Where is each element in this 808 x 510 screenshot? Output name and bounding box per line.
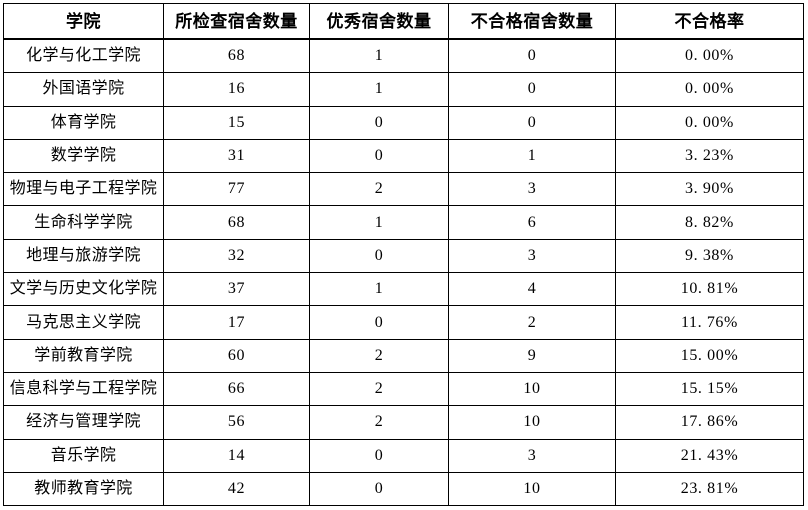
cell-unqualified-count: 10	[448, 371, 616, 407]
table-row: 数学学院 31 0 1 3. 23%	[3, 138, 804, 174]
cell-college: 经济与管理学院	[3, 405, 164, 440]
cell-unqualified-rate: 23. 81%	[615, 471, 804, 507]
cell-unqualified-rate: 8. 82%	[615, 205, 804, 240]
table-header: 学院 所检查宿舍数量 优秀宿舍数量 不合格宿舍数量 不合格率	[3, 3, 804, 40]
table-row: 生命科学学院 68 1 6 8. 82%	[3, 205, 804, 240]
table-row: 地理与旅游学院 32 0 3 9. 38%	[3, 238, 804, 274]
cell-excellent-count: 0	[309, 438, 449, 473]
column-header-excellent-count: 优秀宿舍数量	[309, 3, 449, 40]
cell-unqualified-count: 0	[448, 105, 616, 140]
cell-unqualified-count: 0	[448, 38, 616, 74]
table-header-row: 学院 所检查宿舍数量 优秀宿舍数量 不合格宿舍数量 不合格率	[3, 3, 804, 40]
cell-inspected-count: 42	[163, 471, 310, 507]
table-row: 音乐学院 14 0 3 21. 43%	[3, 438, 804, 473]
cell-excellent-count: 1	[309, 205, 449, 240]
cell-unqualified-count: 1	[448, 138, 616, 174]
cell-college: 学前教育学院	[3, 338, 164, 373]
dormitory-inspection-table-container: 学院 所检查宿舍数量 优秀宿舍数量 不合格宿舍数量 不合格率 化学与化工学院 68…	[3, 3, 804, 507]
cell-college: 化学与化工学院	[3, 38, 164, 74]
cell-excellent-count: 1	[309, 38, 449, 74]
cell-inspected-count: 31	[163, 138, 310, 174]
column-header-college: 学院	[3, 3, 164, 40]
cell-inspected-count: 60	[163, 338, 310, 373]
cell-college: 教师教育学院	[3, 471, 164, 507]
cell-college: 外国语学院	[3, 72, 164, 107]
cell-unqualified-count: 3	[448, 172, 616, 207]
cell-unqualified-rate: 15. 00%	[615, 338, 804, 373]
cell-unqualified-rate: 0. 00%	[615, 72, 804, 107]
cell-college: 地理与旅游学院	[3, 238, 164, 274]
table-row: 经济与管理学院 56 2 10 17. 86%	[3, 405, 804, 440]
table-row: 文学与历史文化学院 37 1 4 10. 81%	[3, 272, 804, 307]
cell-inspected-count: 16	[163, 72, 310, 107]
cell-unqualified-rate: 21. 43%	[615, 438, 804, 473]
table-row: 外国语学院 16 1 0 0. 00%	[3, 72, 804, 107]
cell-inspected-count: 17	[163, 305, 310, 340]
cell-unqualified-count: 9	[448, 338, 616, 373]
column-header-unqualified-rate: 不合格率	[615, 3, 804, 40]
cell-college: 物理与电子工程学院	[3, 172, 164, 207]
cell-unqualified-count: 0	[448, 72, 616, 107]
cell-unqualified-count: 6	[448, 205, 616, 240]
cell-excellent-count: 2	[309, 405, 449, 440]
cell-unqualified-rate: 15. 15%	[615, 371, 804, 407]
cell-inspected-count: 68	[163, 205, 310, 240]
table-row: 学前教育学院 60 2 9 15. 00%	[3, 338, 804, 373]
cell-inspected-count: 15	[163, 105, 310, 140]
column-header-inspected-count: 所检查宿舍数量	[163, 3, 310, 40]
cell-unqualified-count: 4	[448, 272, 616, 307]
cell-unqualified-rate: 3. 23%	[615, 138, 804, 174]
cell-inspected-count: 77	[163, 172, 310, 207]
cell-unqualified-rate: 11. 76%	[615, 305, 804, 340]
cell-college: 文学与历史文化学院	[3, 272, 164, 307]
cell-excellent-count: 0	[309, 305, 449, 340]
cell-college: 数学学院	[3, 138, 164, 174]
cell-excellent-count: 0	[309, 238, 449, 274]
cell-inspected-count: 32	[163, 238, 310, 274]
cell-college: 生命科学学院	[3, 205, 164, 240]
cell-unqualified-count: 2	[448, 305, 616, 340]
cell-unqualified-count: 10	[448, 405, 616, 440]
cell-inspected-count: 66	[163, 371, 310, 407]
cell-unqualified-rate: 3. 90%	[615, 172, 804, 207]
cell-college: 信息科学与工程学院	[3, 371, 164, 407]
cell-inspected-count: 37	[163, 272, 310, 307]
cell-excellent-count: 2	[309, 338, 449, 373]
cell-college: 体育学院	[3, 105, 164, 140]
cell-unqualified-rate: 10. 81%	[615, 272, 804, 307]
table-row: 教师教育学院 42 0 10 23. 81%	[3, 471, 804, 507]
cell-excellent-count: 0	[309, 471, 449, 507]
cell-inspected-count: 68	[163, 38, 310, 74]
table-row: 体育学院 15 0 0 0. 00%	[3, 105, 804, 140]
cell-unqualified-count: 10	[448, 471, 616, 507]
cell-excellent-count: 2	[309, 371, 449, 407]
cell-inspected-count: 14	[163, 438, 310, 473]
cell-unqualified-rate: 9. 38%	[615, 238, 804, 274]
table-body: 化学与化工学院 68 1 0 0. 00% 外国语学院 16 1 0 0. 00% 体育学院 15 0 0…	[3, 38, 804, 507]
cell-unqualified-count: 3	[448, 238, 616, 274]
table-row: 物理与电子工程学院 77 2 3 3. 90%	[3, 172, 804, 207]
cell-unqualified-rate: 0. 00%	[615, 105, 804, 140]
column-header-unqualified-count: 不合格宿舍数量	[448, 3, 616, 40]
cell-excellent-count: 1	[309, 72, 449, 107]
cell-college: 马克思主义学院	[3, 305, 164, 340]
table-row: 化学与化工学院 68 1 0 0. 00%	[3, 38, 804, 74]
dormitory-inspection-table: 学院 所检查宿舍数量 优秀宿舍数量 不合格宿舍数量 不合格率 化学与化工学院 68…	[3, 3, 804, 507]
table-row: 马克思主义学院 17 0 2 11. 76%	[3, 305, 804, 340]
cell-unqualified-rate: 0. 00%	[615, 38, 804, 74]
cell-excellent-count: 2	[309, 172, 449, 207]
cell-inspected-count: 56	[163, 405, 310, 440]
cell-excellent-count: 1	[309, 272, 449, 307]
cell-college: 音乐学院	[3, 438, 164, 473]
cell-unqualified-count: 3	[448, 438, 616, 473]
cell-excellent-count: 0	[309, 138, 449, 174]
table-row: 信息科学与工程学院 66 2 10 15. 15%	[3, 371, 804, 407]
cell-unqualified-rate: 17. 86%	[615, 405, 804, 440]
cell-excellent-count: 0	[309, 105, 449, 140]
